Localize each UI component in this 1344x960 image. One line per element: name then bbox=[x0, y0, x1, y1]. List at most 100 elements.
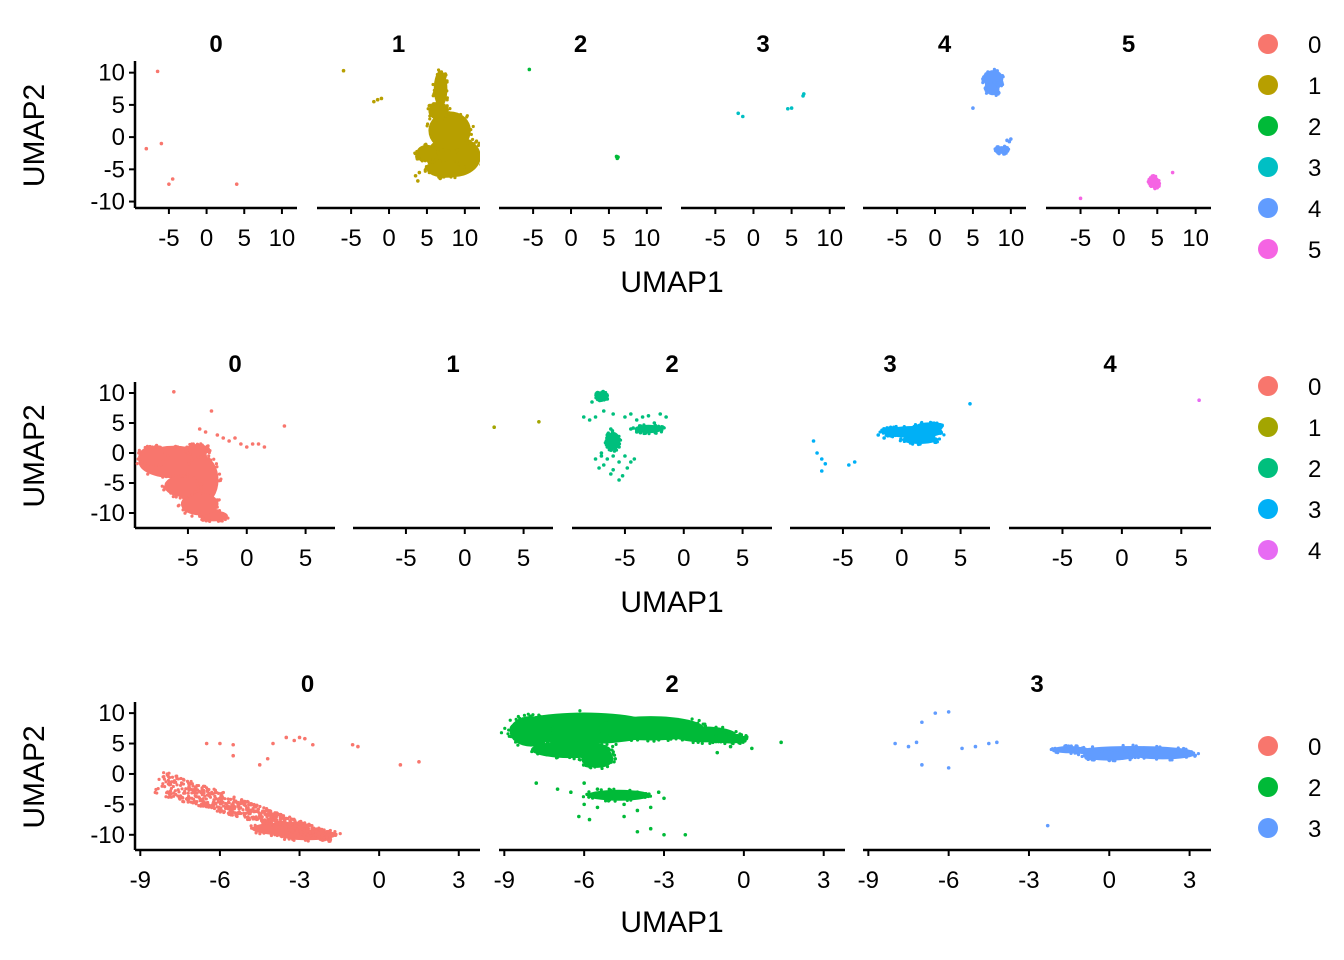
data-point bbox=[192, 800, 196, 805]
data-point bbox=[736, 111, 741, 116]
data-point bbox=[290, 828, 294, 832]
x-tick-label: -3 bbox=[289, 867, 310, 894]
data-point bbox=[208, 795, 213, 799]
data-point bbox=[453, 175, 457, 180]
data-point bbox=[217, 508, 222, 513]
data-point bbox=[237, 806, 241, 810]
data-point bbox=[431, 82, 435, 87]
facet-points bbox=[971, 67, 1013, 156]
data-point bbox=[435, 72, 439, 77]
data-point bbox=[581, 759, 586, 763]
data-point bbox=[164, 795, 168, 799]
data-point bbox=[334, 833, 338, 837]
data-point bbox=[492, 425, 496, 430]
x-tick-label: -3 bbox=[1018, 867, 1039, 894]
data-point bbox=[1149, 184, 1153, 189]
data-point bbox=[199, 442, 203, 446]
data-point bbox=[919, 421, 923, 426]
facet-points bbox=[811, 402, 972, 473]
data-point bbox=[1159, 747, 1163, 752]
data-point bbox=[195, 783, 199, 788]
data-point bbox=[243, 815, 247, 819]
data-point bbox=[1113, 759, 1117, 763]
data-point bbox=[507, 734, 511, 738]
x-tick-label: -5 bbox=[705, 225, 726, 252]
data-point bbox=[946, 766, 951, 770]
data-point bbox=[1081, 746, 1085, 751]
y-tick-label: 5 bbox=[112, 92, 125, 119]
data-point bbox=[333, 830, 337, 834]
data-point bbox=[242, 803, 246, 807]
data-point bbox=[938, 431, 942, 435]
data-point bbox=[591, 748, 595, 752]
y-tick-label: -10 bbox=[90, 822, 125, 849]
data-point bbox=[635, 738, 640, 742]
data-point bbox=[648, 805, 653, 810]
data-point bbox=[311, 742, 315, 747]
data-point bbox=[936, 428, 940, 433]
data-point bbox=[214, 802, 218, 806]
facet-title: 0 bbox=[228, 351, 241, 378]
data-point bbox=[207, 805, 211, 809]
data-point bbox=[662, 832, 666, 837]
data-point bbox=[191, 784, 195, 788]
data-point bbox=[553, 740, 557, 745]
data-point bbox=[539, 716, 543, 720]
facet-points bbox=[144, 69, 239, 186]
data-point bbox=[611, 752, 615, 756]
data-point bbox=[1144, 748, 1148, 752]
data-point bbox=[654, 431, 658, 435]
data-point bbox=[199, 486, 203, 491]
data-point bbox=[634, 418, 639, 422]
data-point bbox=[379, 96, 384, 101]
data-point bbox=[190, 514, 194, 518]
data-point bbox=[670, 730, 674, 734]
data-point bbox=[168, 789, 173, 793]
data-point bbox=[341, 68, 346, 73]
legend-label: 3 bbox=[1308, 816, 1321, 843]
data-point bbox=[215, 465, 219, 469]
x-axis-label: UMAP1 bbox=[620, 586, 723, 619]
data-point bbox=[262, 445, 267, 449]
data-point bbox=[440, 117, 444, 121]
data-point bbox=[163, 451, 167, 455]
data-point bbox=[303, 736, 307, 741]
data-point bbox=[226, 516, 230, 520]
data-point bbox=[191, 788, 195, 792]
facet-points bbox=[153, 735, 421, 843]
data-point bbox=[437, 117, 441, 121]
data-point bbox=[276, 825, 280, 829]
facet-points bbox=[135, 390, 287, 524]
data-point bbox=[144, 146, 149, 151]
data-point bbox=[325, 835, 329, 839]
data-point bbox=[200, 798, 205, 802]
data-point bbox=[269, 832, 273, 836]
data-point bbox=[605, 433, 610, 437]
legend-swatch bbox=[1258, 198, 1278, 218]
facet-0: 0-5 0 5 10 bbox=[135, 31, 297, 252]
data-point bbox=[445, 89, 449, 93]
facet-row-2: 10 5 0 -5 -10 UMAP2 UMAP1 0 -9 -6 -3 0 3 2 -9 -6 -3 0 3 3 -9… bbox=[18, 671, 1321, 939]
legend-swatch bbox=[1258, 116, 1278, 136]
y-axis-label: UMAP2 bbox=[18, 84, 51, 187]
data-point bbox=[612, 760, 616, 764]
data-point bbox=[635, 790, 640, 795]
data-point bbox=[209, 409, 214, 413]
point-cloud bbox=[180, 492, 219, 516]
data-point bbox=[215, 505, 219, 509]
data-point bbox=[272, 818, 276, 823]
data-point bbox=[1130, 750, 1134, 754]
legend-label: 0 bbox=[1308, 32, 1321, 59]
data-point bbox=[1151, 173, 1156, 178]
data-point bbox=[196, 455, 200, 459]
data-point bbox=[605, 742, 609, 746]
data-point bbox=[241, 808, 245, 812]
data-point bbox=[556, 755, 560, 759]
data-point bbox=[154, 787, 158, 792]
data-point bbox=[594, 392, 598, 396]
data-point bbox=[617, 445, 621, 449]
data-point bbox=[533, 744, 537, 749]
data-point bbox=[549, 734, 554, 738]
data-point bbox=[162, 488, 166, 492]
